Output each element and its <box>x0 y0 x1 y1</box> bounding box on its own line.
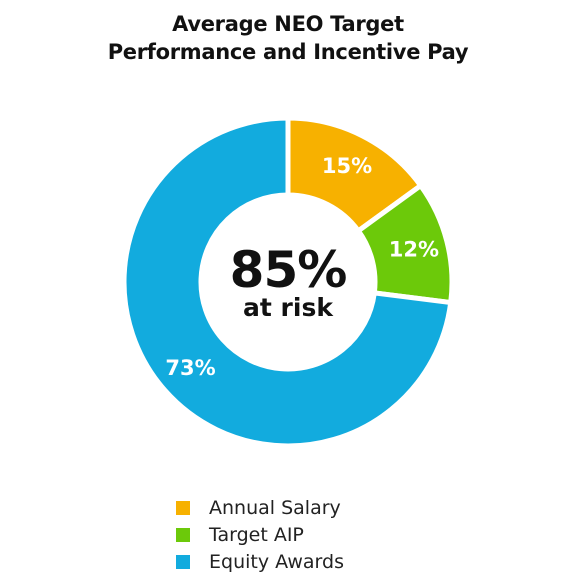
donut-slice-equity-awards <box>121 115 454 449</box>
legend-label-annual-salary: Annual Salary <box>209 496 341 519</box>
legend-label-equity-awards: Equity Awards <box>209 550 344 573</box>
chart-title: Average NEO Target Performance and Incen… <box>0 10 576 66</box>
center-value: 85% <box>230 241 347 299</box>
chart-legend: Annual Salary Target AIP Equity Awards <box>176 494 344 575</box>
chart-title-line-2: Performance and Incentive Pay <box>107 40 469 64</box>
legend-swatch-target-aip <box>176 527 190 542</box>
legend-swatch-annual-salary <box>176 500 190 515</box>
chart-title-line-1: Average NEO Target <box>172 12 404 36</box>
legend-item-annual-salary: Annual Salary <box>176 494 344 521</box>
legend-label-target-aip: Target AIP <box>209 523 304 546</box>
legend-item-target-aip: Target AIP <box>176 521 344 548</box>
donut-slice-labels: 15% 12% 73% <box>165 154 439 380</box>
slice-label-annual-salary: 15% <box>322 154 372 178</box>
slice-label-target-aip: 12% <box>389 238 439 262</box>
slice-label-equity-awards: 73% <box>165 356 215 380</box>
center-caption: at risk <box>243 293 334 322</box>
legend-swatch-equity-awards <box>176 554 190 569</box>
donut-slices <box>121 115 455 449</box>
legend-item-equity-awards: Equity Awards <box>176 548 344 575</box>
